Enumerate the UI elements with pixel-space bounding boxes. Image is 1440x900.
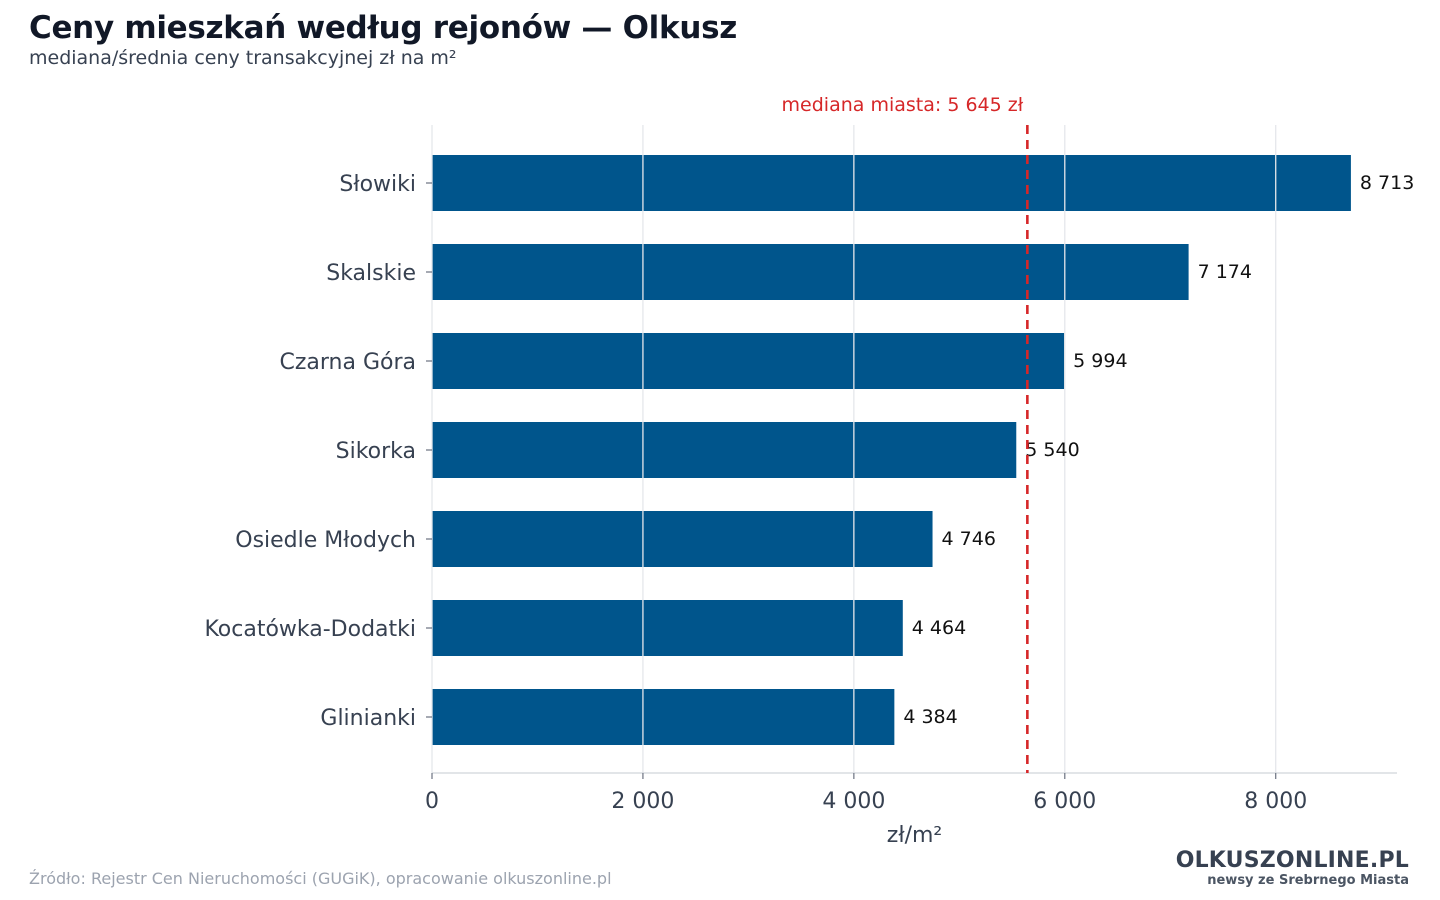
value-label-3: 5 994 [1073, 350, 1127, 372]
category-label-5: Osiedle Młodych [235, 528, 416, 553]
category-label-1: Słowiki [339, 172, 416, 197]
bar-5 [432, 511, 933, 567]
x-axis-label: zł/m² [887, 823, 942, 848]
value-label-5: 4 746 [942, 528, 996, 550]
category-label-3: Czarna Góra [279, 350, 416, 375]
category-label-6: Kocatówka-Dodatki [204, 617, 416, 642]
category-label-7: Glinianki [320, 706, 416, 731]
bar-1 [432, 155, 1351, 211]
x-tick-label-5: 8 000 [1244, 789, 1307, 814]
chart-subtitle: mediana/średnia ceny transakcyjnej zł na… [29, 47, 457, 69]
median-reference-label: mediana miasta: 5 645 zł [782, 94, 1024, 116]
bar-2 [432, 244, 1189, 300]
logo-text: OLKUSZONLINE.PL [1175, 848, 1409, 873]
x-tick-label-4: 6 000 [1033, 789, 1096, 814]
value-label-7: 4 384 [903, 706, 957, 728]
bar-3 [432, 333, 1065, 389]
bar-6 [432, 600, 903, 656]
bar-4 [432, 422, 1017, 478]
value-label-2: 7 174 [1198, 261, 1252, 283]
x-tick-label-3: 4 000 [822, 789, 885, 814]
value-label-1: 8 713 [1360, 172, 1414, 194]
bar-7 [432, 689, 895, 745]
x-tick-label-2: 2 000 [611, 789, 674, 814]
logo-tagline: newsy ze Srebrnego Miasta [1207, 873, 1409, 888]
value-label-4: 5 540 [1025, 439, 1079, 461]
source-note: Źródło: Rejestr Cen Nieruchomości (GUGiK… [29, 869, 612, 888]
chart-title: Ceny mieszkań według rejonów — Olkusz [29, 10, 737, 46]
category-label-4: Sikorka [336, 439, 416, 464]
brand-logo: OLKUSZONLINE.PL newsy ze Srebrnego Miast… [1176, 850, 1409, 888]
value-label-6: 4 464 [912, 617, 966, 639]
category-label-2: Skalskie [326, 261, 416, 286]
x-tick-label-1: 0 [425, 789, 439, 814]
